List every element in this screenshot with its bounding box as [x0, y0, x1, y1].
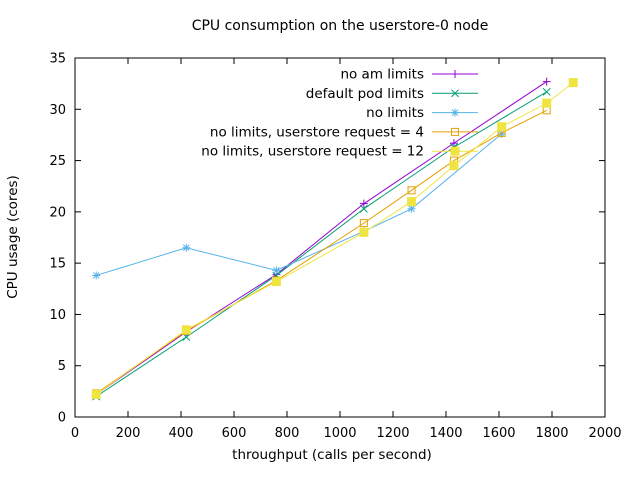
data-point-1 — [542, 87, 551, 96]
x-tick-label: 200 — [116, 426, 141, 441]
plot-border — [74, 57, 606, 418]
data-point-4 — [497, 122, 507, 132]
data-point-4 — [359, 227, 369, 237]
y-tick-label: 0 — [58, 411, 66, 426]
y-tick-label: 20 — [49, 205, 66, 220]
data-point-0 — [542, 77, 551, 86]
legend-label-3: no limits, userstore request = 4 — [210, 124, 424, 140]
data-point-4 — [542, 98, 552, 108]
y-tick-label: 30 — [49, 103, 66, 118]
data-point-4 — [91, 389, 101, 399]
data-point-4 — [568, 78, 578, 88]
y-tick-label: 35 — [49, 52, 66, 67]
x-tick-label: 600 — [222, 426, 247, 441]
series-line-2 — [96, 133, 502, 276]
x-tick-label: 0 — [71, 426, 79, 441]
x-tick-label: 400 — [169, 426, 194, 441]
plot-area: 0 200 400 600 800 1000 1200 1400 1600 1800 2000 0 5 1… — [49, 52, 621, 442]
x-tick-label: 800 — [275, 426, 300, 441]
series-line-3 — [95, 109, 547, 394]
legend-label-0: no am limits — [340, 67, 424, 83]
legend-label-2: no limits — [366, 105, 424, 121]
legend-marker-1 — [451, 89, 459, 98]
data-point-2 — [273, 266, 280, 274]
data-point-4 — [271, 277, 281, 287]
x-axis-label: throughput (calls per second) — [232, 447, 432, 463]
y-tick-label: 5 — [58, 359, 66, 374]
x-tick-label: 1800 — [535, 426, 568, 441]
legend-marker-0 — [451, 70, 459, 78]
data-point-4 — [407, 197, 417, 207]
data-point-3 — [359, 219, 368, 228]
x-tick-label: 1600 — [482, 426, 515, 441]
legend-marker-3 — [451, 127, 459, 136]
data-point-1 — [359, 204, 368, 213]
data-point-0 — [449, 139, 458, 148]
legend-label-1: default pod limits — [306, 86, 424, 102]
data-point-2 — [182, 244, 190, 252]
y-tick-label: 10 — [49, 308, 66, 323]
x-tick-label: 2000 — [588, 426, 621, 441]
y-tick-label: 15 — [49, 257, 66, 272]
data-point-2 — [408, 205, 415, 213]
chart-title: CPU consumption on the userstore-0 node — [192, 18, 489, 34]
data-point-4 — [449, 161, 459, 171]
legend-marker-2 — [451, 109, 459, 116]
y-axis-label: CPU usage (cores) — [5, 175, 21, 299]
x-tick-label: 1000 — [323, 426, 356, 441]
data-point-2 — [92, 272, 100, 279]
data-point-3 — [407, 186, 416, 195]
legend-marker-4 — [450, 146, 460, 156]
legend-label-4: no limits, userstore request = 12 — [201, 144, 424, 160]
y-tick-label: 25 — [49, 154, 66, 169]
data-point-4 — [181, 325, 191, 335]
series-line-0 — [95, 81, 547, 395]
series-line-1 — [95, 91, 547, 397]
x-tick-label: 1400 — [429, 426, 462, 441]
x-tick-label: 1200 — [376, 426, 409, 441]
data-point-0 — [359, 199, 368, 208]
